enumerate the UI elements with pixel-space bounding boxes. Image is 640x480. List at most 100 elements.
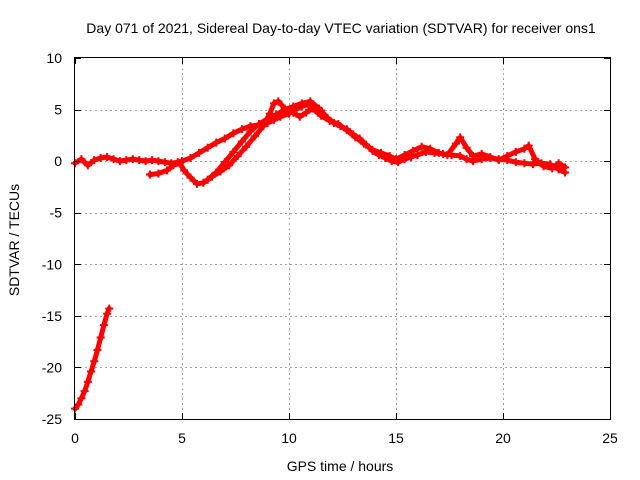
data-point	[413, 150, 422, 159]
y-tick-label: 0	[54, 153, 62, 169]
data-point	[180, 166, 189, 175]
data-point	[195, 148, 204, 157]
data-point	[342, 126, 351, 135]
data-point	[237, 125, 246, 134]
data-point	[203, 143, 212, 152]
data-point	[263, 114, 272, 123]
data-point	[199, 178, 208, 187]
data-point	[272, 110, 281, 119]
plot-frame	[74, 57, 611, 420]
y-axis-label: SDTVAR / TECUs	[6, 184, 22, 296]
data-point	[400, 150, 409, 159]
data-point	[486, 153, 495, 162]
series-early-drop	[71, 304, 114, 413]
data-point	[297, 99, 306, 108]
data-point	[274, 97, 283, 106]
data-point	[233, 151, 242, 160]
data-point	[462, 155, 471, 164]
data-point	[87, 367, 96, 376]
x-tick-label: 15	[388, 430, 404, 446]
plot-area	[71, 97, 570, 413]
data-point	[109, 155, 118, 164]
y-tick-label: -20	[42, 359, 62, 375]
data-point	[145, 170, 154, 179]
y-tick-label: -15	[42, 308, 62, 324]
data-point	[409, 146, 418, 155]
data-point	[295, 112, 304, 121]
data-point	[351, 133, 360, 142]
data-point	[154, 169, 163, 178]
data-point	[186, 173, 195, 182]
data-point	[83, 161, 92, 170]
x-tick-label: 10	[281, 430, 297, 446]
data-point	[203, 175, 212, 184]
data-point	[302, 108, 311, 117]
x-tick-label: 5	[178, 430, 186, 446]
data-point	[220, 158, 229, 167]
data-point	[192, 179, 201, 188]
data-point	[548, 164, 557, 173]
data-point	[242, 142, 251, 151]
x-tick-label: 20	[495, 430, 511, 446]
data-point	[115, 157, 124, 166]
data-point	[280, 105, 289, 114]
y-tick-label: -5	[50, 205, 63, 221]
x-axis-label: GPS time / hours	[287, 458, 394, 474]
data-point	[334, 120, 343, 129]
data-point	[520, 144, 529, 153]
data-point	[443, 150, 452, 159]
data-point	[90, 357, 99, 366]
data-point	[539, 162, 548, 171]
data-point	[561, 163, 570, 172]
data-point	[503, 151, 512, 160]
data-point	[325, 116, 334, 125]
data-point	[128, 155, 137, 164]
data-point	[531, 155, 540, 164]
data-point	[456, 133, 465, 142]
data-point	[80, 387, 89, 396]
data-point	[469, 151, 478, 160]
data-point	[368, 145, 377, 154]
chart-title: Day 071 of 2021, Sidereal Day-to-day VTE…	[86, 20, 596, 36]
data-point	[83, 377, 92, 386]
series-trace-c	[203, 97, 323, 184]
data-point	[96, 333, 105, 342]
data-point	[237, 137, 246, 146]
data-point	[99, 321, 108, 330]
data-point	[392, 155, 400, 164]
data-point	[494, 156, 503, 165]
data-point	[220, 134, 229, 143]
y-tick-label: 10	[46, 50, 62, 66]
data-point	[186, 154, 195, 163]
data-point	[451, 139, 460, 148]
data-point	[456, 151, 465, 160]
grid	[75, 58, 610, 419]
data-point	[93, 345, 102, 354]
data-point	[317, 111, 326, 120]
data-point	[148, 156, 157, 165]
data-point	[90, 156, 99, 165]
data-point	[122, 156, 131, 165]
data-point	[270, 99, 279, 108]
data-point	[160, 158, 169, 167]
data-point	[524, 141, 533, 150]
axes: 0 5 10 15 20 25 -25 -20 -15 -10 -5 0 5 10	[42, 50, 618, 446]
data-point	[255, 120, 264, 129]
data-point	[528, 160, 537, 169]
data-point	[229, 147, 238, 156]
y-tick-label: -10	[42, 256, 62, 272]
data-point	[477, 149, 486, 158]
data-point	[426, 144, 435, 153]
data-point	[417, 142, 426, 151]
data-point	[306, 97, 315, 106]
data-point	[554, 159, 563, 168]
data-point	[377, 148, 386, 157]
data-point	[385, 151, 394, 160]
data-point	[175, 159, 184, 168]
data-point	[246, 127, 255, 136]
y-tick-label: -25	[42, 411, 62, 427]
data-point	[289, 102, 298, 111]
data-point	[212, 168, 221, 177]
data-point	[74, 400, 83, 409]
